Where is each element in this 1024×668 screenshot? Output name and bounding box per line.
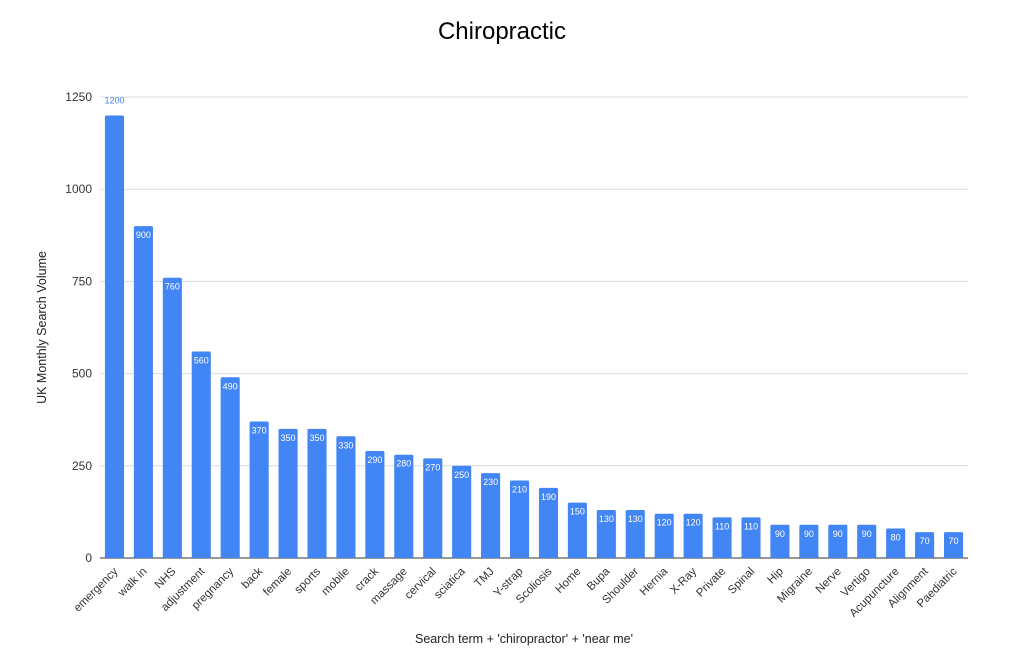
bar — [915, 532, 935, 558]
data-label: 150 — [570, 507, 585, 517]
data-label: 90 — [833, 529, 843, 539]
bars — [104, 115, 964, 558]
y-tick-label: 750 — [72, 274, 92, 288]
x-tick-label: Spinal — [726, 566, 757, 597]
bar — [162, 277, 182, 558]
bar — [365, 451, 385, 558]
data-label: 900 — [136, 230, 151, 240]
bar — [394, 454, 414, 558]
bar — [307, 428, 327, 558]
bar — [799, 524, 819, 558]
bar — [104, 115, 125, 558]
bar — [712, 517, 732, 558]
bar — [278, 428, 298, 558]
x-tick-label: back — [240, 565, 266, 591]
data-label: 330 — [338, 440, 353, 450]
x-tick-label: sports — [292, 565, 323, 596]
bar — [452, 465, 472, 558]
data-label: 760 — [165, 282, 180, 292]
x-tick-label: sciatica — [432, 565, 468, 601]
x-tick-label: Private — [694, 566, 728, 600]
data-label: 130 — [628, 514, 643, 524]
bar — [683, 513, 703, 558]
data-label: 70 — [920, 536, 930, 546]
data-label: 210 — [512, 485, 527, 495]
bar — [133, 226, 153, 558]
bar — [538, 487, 559, 558]
data-label: 130 — [599, 514, 614, 524]
x-tick-label: TMJ — [472, 566, 496, 590]
data-label: 490 — [223, 381, 238, 391]
bar — [596, 510, 616, 558]
bar — [886, 528, 906, 558]
data-label: 350 — [281, 433, 296, 443]
bar — [828, 524, 848, 558]
chart-title: Chiropractic — [437, 18, 567, 45]
data-label: 270 — [425, 462, 440, 472]
bar — [567, 502, 587, 558]
bar — [220, 377, 240, 558]
bar — [741, 517, 761, 558]
data-label: 110 — [744, 521, 758, 531]
y-tick-label: 250 — [72, 459, 92, 473]
data-label: 110 — [715, 521, 729, 531]
data-label: 560 — [194, 355, 209, 365]
x-tick-label: Hernia — [638, 565, 671, 598]
y-axis-label: UK Monthly Search Volume — [35, 251, 49, 404]
data-labels: 1200 900 760 560 490 370 350 350 330 290 280 270 250… — [104, 95, 958, 546]
data-label: 250 — [454, 470, 469, 480]
y-axis-ticks: 0 250 500 750 1000 1250 — [65, 90, 92, 565]
bar — [943, 532, 964, 558]
bar — [336, 436, 356, 558]
bar — [509, 480, 530, 558]
x-tick-label: female — [261, 566, 294, 599]
gridlines — [100, 96, 968, 559]
data-label: 70 — [949, 536, 959, 546]
bar — [249, 421, 269, 558]
x-tick-label: Hip — [765, 566, 786, 587]
data-label: 280 — [396, 459, 411, 469]
data-label: 80 — [891, 532, 901, 542]
data-label: 1200 — [104, 95, 124, 105]
x-tick-label: cervical — [403, 566, 439, 602]
x-tick-label: NHS — [153, 565, 179, 591]
x-tick-label: walk in — [115, 566, 149, 600]
y-tick-label: 1250 — [65, 90, 92, 104]
x-tick-label: Home — [553, 566, 583, 596]
y-tick-label: 500 — [72, 367, 92, 381]
data-label: 370 — [252, 426, 267, 436]
data-label: 230 — [483, 477, 498, 487]
bar — [857, 524, 877, 558]
bar — [770, 524, 790, 558]
data-label: 90 — [862, 529, 872, 539]
data-label: 90 — [775, 529, 785, 539]
x-axis-label: Search term + 'chiropractor' + 'near me' — [415, 632, 633, 646]
bar — [423, 458, 443, 558]
x-tick-label: emergency — [72, 565, 121, 614]
data-label: 190 — [541, 492, 556, 502]
bar — [654, 513, 674, 558]
bar — [625, 510, 645, 558]
y-tick-label: 1000 — [65, 182, 92, 196]
bar — [191, 351, 211, 558]
data-label: 290 — [367, 455, 382, 465]
data-label: 120 — [657, 518, 672, 528]
bar — [481, 473, 501, 558]
data-label: 90 — [804, 529, 814, 539]
data-label: 120 — [686, 518, 701, 528]
y-tick-label: 0 — [85, 551, 92, 565]
x-tick-label: mobile — [320, 566, 352, 598]
data-label: 350 — [309, 433, 324, 443]
